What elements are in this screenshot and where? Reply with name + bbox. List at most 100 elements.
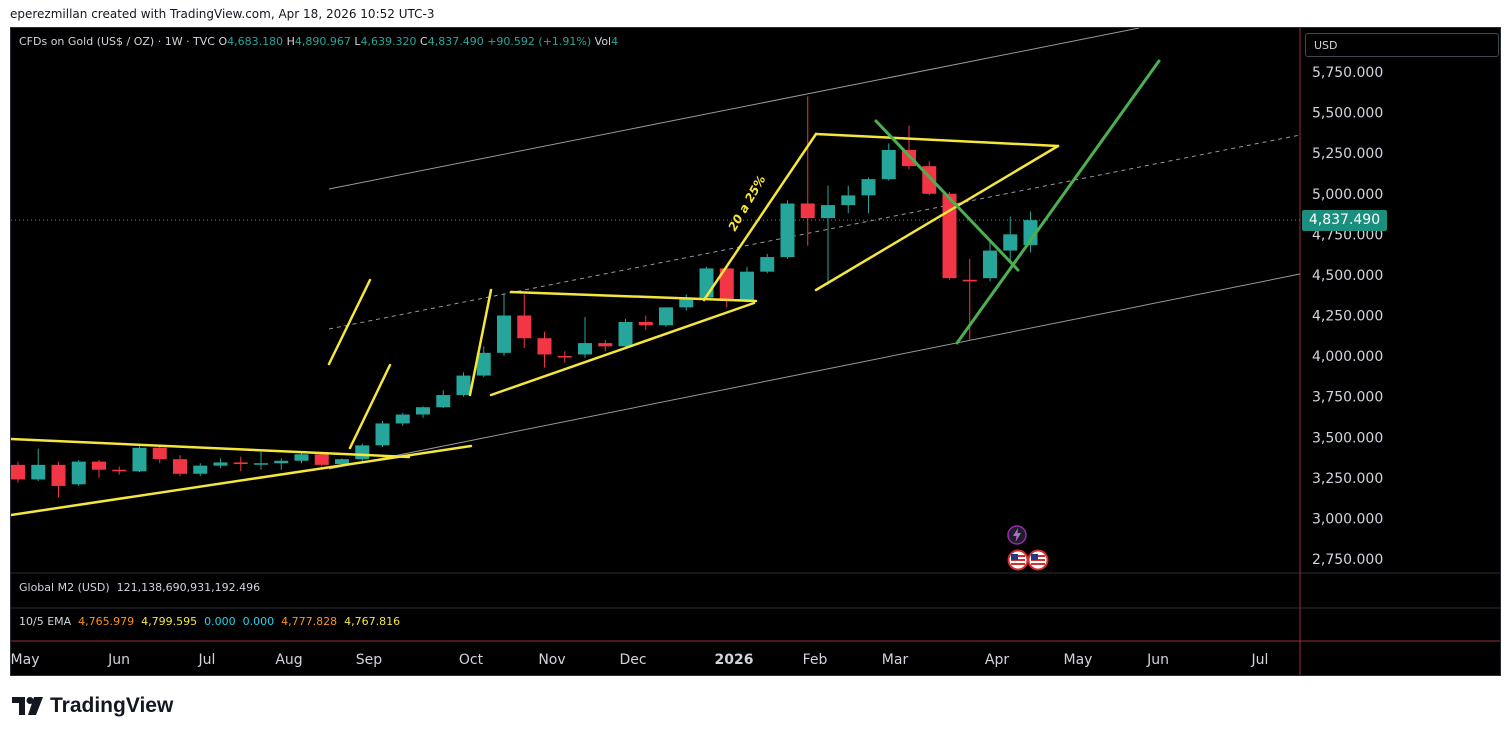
x-tick-label: 2026 [715, 652, 754, 668]
candle[interactable] [618, 318, 633, 348]
us-flag-event-icon[interactable] [1007, 549, 1029, 571]
candle[interactable] [983, 239, 997, 282]
candle[interactable] [355, 443, 370, 462]
triangle-upper-line[interactable] [11, 437, 411, 459]
price-chart[interactable]: 5,750.000 5,500.000 5,250.000 5,000.000 4,75… [11, 28, 1500, 675]
wedge-lower-line[interactable] [814, 144, 1060, 292]
candle[interactable] [274, 458, 289, 470]
y-tick-label: 5,750.000 [1312, 65, 1383, 81]
candle[interactable] [71, 459, 86, 486]
candle[interactable] [395, 412, 410, 426]
candle[interactable] [152, 445, 167, 464]
candle[interactable] [942, 192, 957, 280]
candle[interactable] [132, 445, 147, 473]
low-value: 4,639.320 [360, 35, 417, 48]
candle[interactable] [659, 307, 673, 327]
pennant-lower-line[interactable] [489, 301, 756, 397]
candle[interactable] [881, 143, 896, 181]
chart-frame[interactable]: 5,750.000 5,500.000 5,250.000 5,000.000 4,75… [10, 27, 1501, 676]
candle[interactable] [456, 372, 471, 397]
candle[interactable] [740, 266, 754, 303]
candle[interactable] [861, 177, 876, 214]
x-tick-label: Jun [1146, 652, 1169, 668]
candle-body [841, 195, 856, 206]
candle[interactable] [31, 448, 46, 482]
triangle-lower-line[interactable] [11, 444, 473, 517]
candle[interactable] [416, 406, 430, 418]
candle-body [1003, 234, 1018, 251]
y-tick-label: 5,250.000 [1312, 146, 1383, 162]
m2-indicator-legend[interactable]: Global M2 (USD) 121,138,690,931,192.496 [19, 581, 260, 594]
candle[interactable] [821, 185, 835, 285]
x-tick-label: Jul [198, 652, 216, 668]
candle-body [557, 356, 572, 358]
candle[interactable] [578, 317, 592, 358]
lightning-event-icon[interactable] [1007, 525, 1027, 545]
candle-body [699, 268, 714, 298]
candle[interactable] [193, 463, 208, 477]
symbol-label[interactable]: CFDs on Gold (US$ / OZ) · 1W · TVC [19, 35, 215, 48]
candle[interactable] [557, 351, 572, 363]
candle-body [618, 321, 633, 347]
ema-value: 0.000 [242, 615, 275, 628]
candle[interactable] [679, 294, 694, 311]
candle[interactable] [1003, 216, 1018, 262]
candle-body [193, 465, 208, 474]
candle[interactable] [51, 461, 66, 498]
candle-body [962, 279, 977, 282]
ema-indicator-legend[interactable]: 10/5 EMA 4,765.979 4,799.595 0.000 0.000… [19, 615, 400, 628]
y-tick-label: 5,000.000 [1312, 187, 1383, 203]
channel-mid-line[interactable] [328, 134, 1301, 330]
candle[interactable] [537, 331, 552, 368]
candle-body [375, 423, 390, 446]
candle[interactable] [638, 315, 653, 331]
candle[interactable] [598, 339, 613, 352]
candle[interactable] [92, 459, 106, 478]
uptrend-line[interactable] [955, 59, 1161, 345]
candle[interactable] [841, 185, 856, 214]
us-flag-event-icon[interactable] [1027, 549, 1049, 571]
currency-selector[interactable]: USD [1305, 33, 1499, 57]
candle[interactable] [476, 346, 491, 378]
rally-line[interactable] [702, 132, 818, 302]
candle[interactable] [760, 253, 775, 274]
candle[interactable] [800, 96, 815, 246]
candle[interactable] [233, 456, 248, 472]
candle[interactable] [780, 200, 795, 259]
x-tick-label: May [11, 652, 39, 668]
candle-body [942, 193, 957, 279]
candle-body [213, 462, 228, 466]
candle[interactable] [1023, 211, 1038, 253]
tradingview-logo[interactable]: TradingView [12, 694, 173, 718]
candle[interactable] [11, 461, 25, 483]
candle[interactable] [294, 451, 309, 464]
candle[interactable] [497, 294, 511, 357]
candle[interactable] [213, 458, 228, 469]
y-tick-label: 3,000.000 [1312, 511, 1383, 527]
y-tick-label: 4,500.000 [1312, 268, 1383, 284]
impulse-line-1[interactable] [327, 278, 372, 366]
candle-body [881, 149, 896, 180]
candle[interactable] [517, 294, 532, 348]
channel-lower-line[interactable] [328, 273, 1301, 470]
candle[interactable] [375, 421, 390, 447]
close-value: 4,837.490 [427, 35, 484, 48]
x-tick-label: Aug [275, 652, 302, 668]
candle-body [355, 445, 370, 460]
channel-upper-line[interactable] [328, 28, 1140, 190]
downtrend-line[interactable] [874, 119, 1020, 272]
impulse-line-2[interactable] [348, 363, 392, 450]
last-price-tag: 4,837.490 [1302, 210, 1387, 231]
candle-body [578, 343, 592, 355]
candle[interactable] [436, 390, 451, 409]
candle[interactable] [173, 455, 187, 477]
candle[interactable] [254, 451, 268, 470]
candle-body [274, 460, 289, 464]
pennant-upper-line[interactable] [509, 290, 758, 303]
wedge-upper-line[interactable] [814, 132, 1060, 148]
impulse-line-3[interactable] [468, 288, 493, 397]
candle-body [436, 395, 451, 408]
candle[interactable] [112, 466, 127, 475]
x-tick-label: Mar [882, 652, 909, 668]
candle-body [780, 203, 795, 258]
